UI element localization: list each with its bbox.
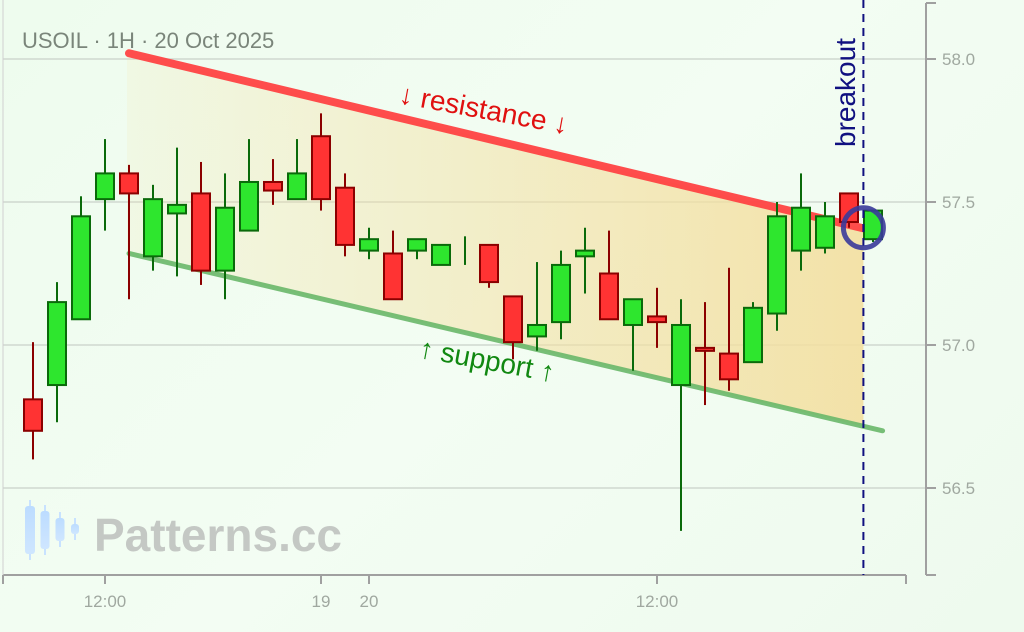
candle-body xyxy=(815,215,835,249)
candle-body xyxy=(599,272,619,321)
bullish-candle xyxy=(527,262,547,351)
bearish-candle xyxy=(23,342,43,460)
y-tick-label: 57.0 xyxy=(942,336,975,355)
candle-body xyxy=(719,352,739,381)
bearish-candle xyxy=(479,243,499,288)
bullish-candle xyxy=(671,299,691,531)
candle-body xyxy=(671,323,691,387)
candle-body xyxy=(479,243,499,284)
candle-body xyxy=(575,249,595,258)
candle-body xyxy=(119,172,139,195)
bearish-candle xyxy=(719,267,739,391)
candle-body xyxy=(527,323,547,338)
candle-body xyxy=(311,135,331,201)
bullish-candle xyxy=(95,139,115,231)
bullish-candle xyxy=(767,202,787,331)
breakout-label: breakout xyxy=(830,38,861,147)
bearish-candle xyxy=(383,230,403,301)
bearish-candle xyxy=(263,159,283,205)
chart-title: USOIL · 1H · 20 Oct 2025 xyxy=(22,28,275,53)
candle-body xyxy=(191,192,211,272)
candle-body xyxy=(47,301,67,387)
candle-body xyxy=(503,295,523,344)
bullish-candle xyxy=(359,227,379,260)
y-tick-label: 57.5 xyxy=(942,193,975,212)
bearish-candle xyxy=(647,287,667,348)
x-tick-label: 12:00 xyxy=(636,592,679,611)
bearish-candle xyxy=(311,113,331,211)
y-tick-label: 58.0 xyxy=(942,50,975,69)
bullish-candle xyxy=(431,243,451,266)
bullish-candle xyxy=(791,173,811,271)
bullish-candle xyxy=(743,302,763,364)
bullish-candle xyxy=(575,227,595,294)
candle-body xyxy=(767,215,787,315)
bullish-candle xyxy=(551,250,571,340)
watermark-candle xyxy=(40,511,50,549)
bearish-candle xyxy=(191,161,211,285)
bearish-candle xyxy=(119,164,139,300)
bearish-candle xyxy=(335,173,355,257)
watermark-candle xyxy=(71,524,79,534)
bearish-candle xyxy=(503,295,523,360)
bullish-candle xyxy=(239,139,259,232)
candle-body xyxy=(263,180,283,192)
candle-body xyxy=(215,206,235,272)
candle-body xyxy=(167,203,187,215)
bullish-candle xyxy=(47,282,67,423)
candle-body xyxy=(551,263,571,324)
bullish-candle xyxy=(623,298,643,371)
candle-body xyxy=(383,252,403,301)
bullish-candle xyxy=(215,173,235,300)
candle-body xyxy=(335,186,355,246)
bearish-candle xyxy=(695,302,715,406)
bullish-candle xyxy=(815,202,835,254)
resistance-line xyxy=(125,49,877,235)
bullish-candle xyxy=(407,238,427,260)
bullish-candle xyxy=(287,139,307,201)
y-tick-label: 56.5 xyxy=(942,479,975,498)
bullish-candle xyxy=(71,196,91,321)
x-tick-label: 12:00 xyxy=(84,592,127,611)
bullish-candle xyxy=(167,147,187,277)
watermark-candle xyxy=(25,506,35,554)
candle-body xyxy=(23,398,43,432)
candle-body xyxy=(431,243,451,266)
candle-body xyxy=(623,298,643,326)
candle-body xyxy=(407,238,427,252)
watermark-candle xyxy=(55,518,65,541)
candle-body xyxy=(743,306,763,364)
watermark-text: Patterns.cc xyxy=(94,509,342,561)
watermark-logo xyxy=(25,500,79,560)
candle-body xyxy=(239,180,259,232)
candle-body xyxy=(287,172,307,201)
candle-body xyxy=(143,198,163,258)
x-tick-label: 19 xyxy=(312,592,331,611)
bearish-candle xyxy=(599,230,619,321)
bullish-candle xyxy=(143,184,163,271)
candle-body xyxy=(695,346,715,352)
breakout-marker xyxy=(840,205,886,251)
x-tick-label: 20 xyxy=(360,592,379,611)
candle-body xyxy=(647,315,667,324)
candle-body xyxy=(791,206,811,252)
candle-body xyxy=(95,172,115,201)
candle-body xyxy=(359,238,379,252)
candle-body xyxy=(71,215,91,321)
